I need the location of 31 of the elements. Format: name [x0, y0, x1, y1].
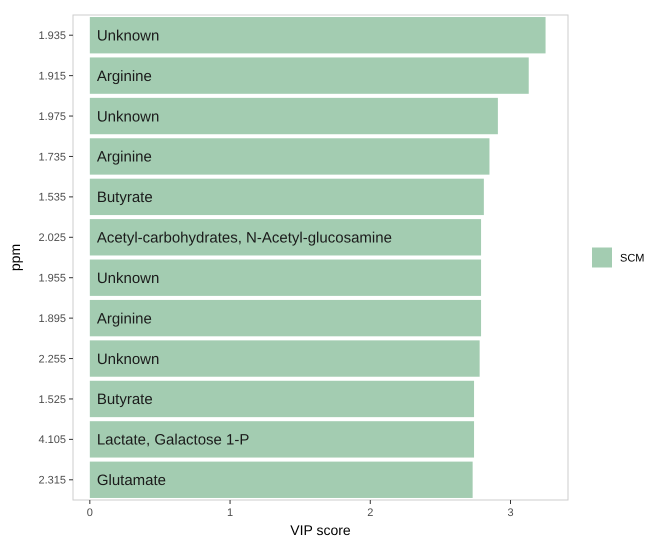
x-tick-label: 1 — [226, 507, 234, 519]
annotation: Acetyl-carbohydrates, N-Acetyl-glucosamine — [96, 230, 392, 247]
y-tick-label: 1.955 — [38, 272, 66, 285]
annotation: Unknown — [96, 108, 160, 126]
annotation: Butyrate — [96, 391, 153, 408]
x-tick-label: 3 — [507, 507, 514, 519]
x-axis-title: VIP score — [290, 522, 351, 538]
y-tick-label: 1.735 — [38, 151, 66, 164]
y-tick-label: 1.975 — [38, 110, 66, 123]
y-tick-label: 1.525 — [38, 394, 66, 406]
annotation: Unknown — [96, 27, 160, 44]
x-tick-label: 2 — [367, 507, 374, 519]
annotation: Arginine — [96, 68, 152, 85]
annotation: Butyrate — [96, 189, 153, 206]
annotation: Unknown — [96, 270, 160, 287]
legend-label: SCM — [620, 252, 644, 264]
y-tick-label: 2.255 — [38, 353, 66, 366]
annotation: Glutamate — [96, 472, 166, 490]
y-tick-label: 2.025 — [38, 232, 66, 244]
annotation: Arginine — [96, 310, 152, 328]
y-axis-title: ppm — [7, 244, 23, 272]
y-tick-label: 1.935 — [38, 30, 66, 42]
x-tick-label: 0 — [86, 507, 93, 519]
y-tick-label: 1.895 — [38, 312, 66, 325]
y-tick-label: 2.315 — [38, 474, 66, 487]
annotation: Unknown — [96, 350, 160, 368]
y-tick-label: 4.105 — [38, 434, 66, 446]
annotation: Lactate, Galactose 1-P — [96, 432, 250, 449]
y-tick-label: 1.535 — [38, 192, 66, 204]
annotation: Arginine — [96, 148, 152, 166]
y-tick-label: 1.915 — [38, 70, 66, 82]
